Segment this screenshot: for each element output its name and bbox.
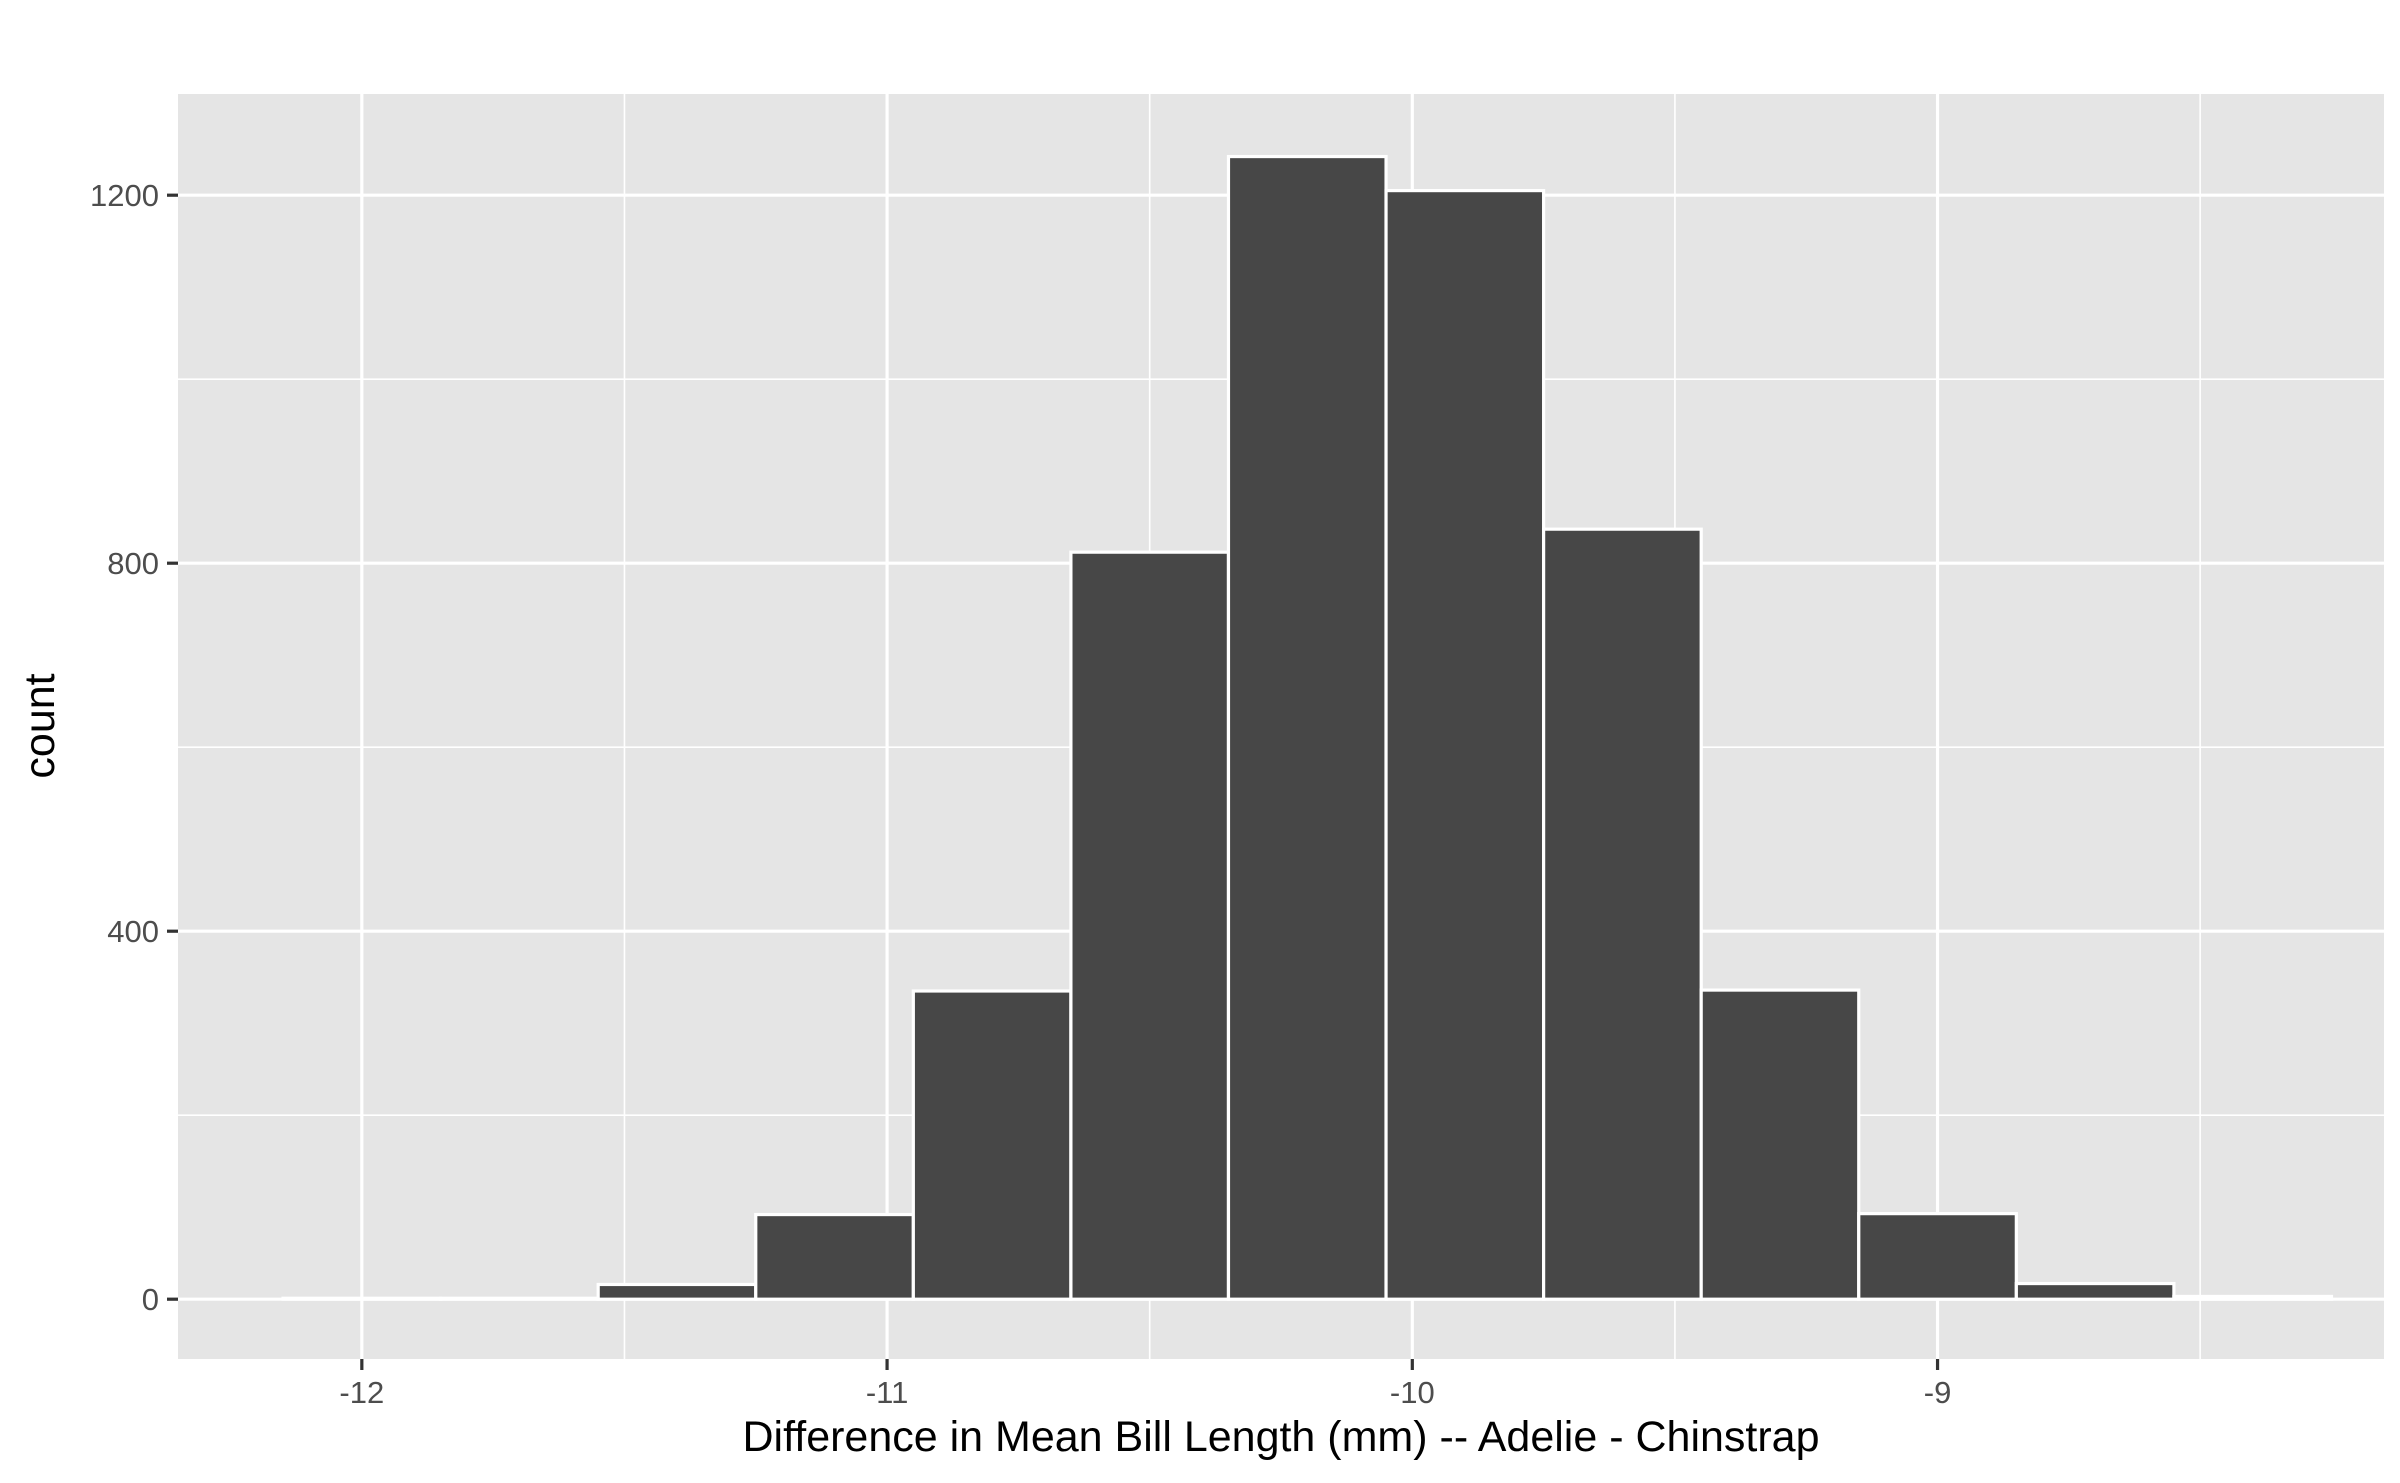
histogram-bar: [2174, 1296, 2332, 1299]
histogram-bar: [598, 1284, 756, 1299]
y-tick-label: 0: [142, 1282, 159, 1317]
y-tick-label: 400: [107, 914, 159, 949]
histogram-bar: [283, 1298, 441, 1299]
y-axis-title: count: [16, 673, 64, 778]
histogram-bar: [1701, 990, 1859, 1299]
x-tick-label: -10: [1390, 1375, 1435, 1410]
histogram-bar: [1859, 1214, 2017, 1300]
histogram-bar: [1228, 157, 1386, 1300]
histogram-bar: [2016, 1284, 2174, 1300]
x-tick-label: -9: [1924, 1375, 1952, 1410]
histogram-bar: [1386, 191, 1544, 1300]
x-axis: -12 -11 -10 -9: [339, 1359, 1951, 1410]
histogram-bar: [913, 991, 1071, 1299]
histogram-bar: [1544, 529, 1702, 1299]
y-tick-label: 800: [107, 546, 159, 581]
x-tick-label: -11: [866, 1375, 909, 1410]
histogram-bar: [756, 1215, 914, 1300]
x-axis-title: Difference in Mean Bill Length (mm) -- A…: [742, 1413, 1819, 1461]
x-tick-label: -12: [339, 1375, 384, 1410]
histogram-bar: [1071, 552, 1229, 1299]
y-axis: 0 400 800 1200: [90, 178, 178, 1317]
y-tick-label: 1200: [90, 178, 159, 213]
histogram-bar: [441, 1298, 599, 1299]
